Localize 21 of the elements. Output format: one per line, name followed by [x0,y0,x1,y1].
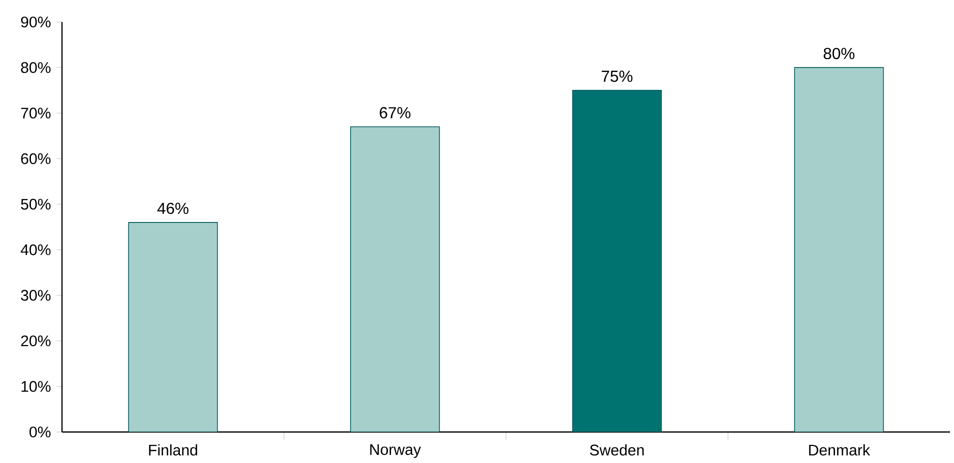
y-tick-label: 0% [30,426,51,438]
bar [350,126,440,432]
y-tick-label: 10% [22,380,51,392]
y-tick-label: 90% [21,16,51,28]
bar [572,90,662,432]
data-label: 80% [824,48,854,59]
y-tick-label: 40% [20,244,51,256]
y-tick-label: 60% [21,153,51,164]
x-tick-label: Denmark [809,444,870,456]
y-tick-label: 30% [20,290,51,301]
y-tick-label: 80% [21,62,51,73]
y-tick-label: 20% [21,335,51,346]
x-tick-label: Norway [370,444,421,458]
y-tick-label: 50% [20,198,51,210]
x-tick-label: Sweden [590,444,644,456]
data-label: 46% [157,202,188,214]
x-tick-label: Finland [149,444,198,456]
data-label: 67% [380,106,410,118]
data-label: 75% [602,70,632,82]
y-tick-label: 70% [21,108,51,118]
bar [794,67,884,432]
